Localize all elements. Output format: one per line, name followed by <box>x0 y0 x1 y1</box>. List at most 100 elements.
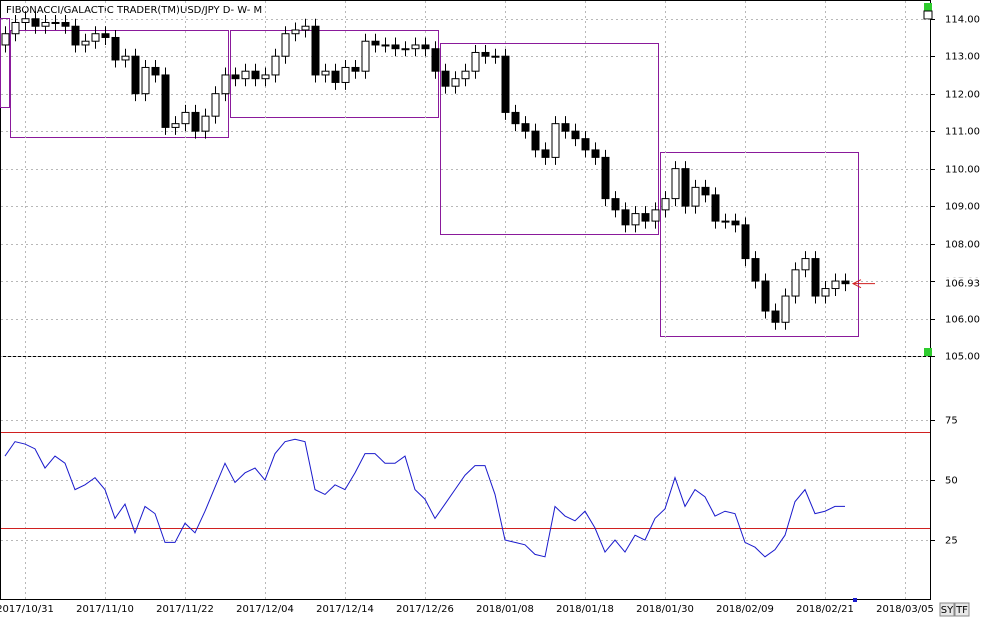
last-price-bg <box>937 277 987 290</box>
candle-body <box>491 55 500 58</box>
button[interactable] <box>939 602 955 617</box>
candle-body <box>181 111 190 125</box>
x-tick-label: 2017/12/04 <box>236 604 294 615</box>
y-tick-label: 106.00 <box>945 315 980 326</box>
candle-body <box>1 33 10 46</box>
x-tick-label: 2018/03/05 <box>876 604 934 615</box>
candle-body <box>71 25 80 46</box>
candle-body <box>241 70 250 80</box>
candle-body <box>201 115 210 132</box>
candle-body <box>351 66 360 72</box>
candle-body <box>41 21 50 27</box>
x-tick-label: 2017/11/22 <box>156 604 214 615</box>
y-tick-label: 75 <box>945 416 958 427</box>
button-label[interactable]: SY <box>941 605 954 616</box>
candle-body <box>381 44 390 47</box>
x-tick-label: 2018/02/09 <box>716 604 774 615</box>
marker <box>853 598 857 602</box>
y-tick-label: 110.00 <box>945 165 980 176</box>
fib-box <box>660 152 859 337</box>
candle-body <box>81 40 90 46</box>
candle-body <box>561 123 570 132</box>
candle-body <box>271 55 280 76</box>
button-label[interactable]: TF <box>955 605 968 616</box>
marker <box>923 10 933 20</box>
candle-body <box>821 288 830 297</box>
candle-body <box>571 130 580 140</box>
y-tick-label: 50 <box>945 476 958 487</box>
candle-body <box>101 33 110 38</box>
candle-body <box>781 295 790 323</box>
candle-body <box>391 44 400 50</box>
x-tick-label: 2018/02/21 <box>796 604 854 615</box>
candle-body <box>471 51 480 72</box>
candle-body <box>701 186 710 196</box>
candle-body <box>211 93 220 117</box>
candle-body <box>121 55 130 61</box>
candle-body <box>371 40 380 46</box>
marker <box>924 3 932 11</box>
candle-body <box>671 168 680 200</box>
candle-body <box>551 123 560 158</box>
candle-body <box>341 66 350 83</box>
candle-body <box>631 213 640 226</box>
candle-body <box>621 209 630 226</box>
candle-body <box>461 70 470 80</box>
candle-body <box>111 36 120 61</box>
candle-body <box>31 18 40 27</box>
y-tick-label: 112.00 <box>945 90 980 101</box>
candle-body <box>291 29 300 35</box>
button[interactable] <box>954 602 970 617</box>
candle-body <box>591 149 600 158</box>
candle-body <box>91 33 100 42</box>
chart-subtitle: USD/JPY D- W- M <box>180 5 262 16</box>
candle-body <box>601 156 610 200</box>
last-price-arrow <box>851 279 875 289</box>
candle-body <box>751 258 760 282</box>
candle-body <box>771 310 780 323</box>
candle-body <box>131 55 140 95</box>
x-tick-label: 2018/01/18 <box>556 604 614 615</box>
candle-body <box>421 44 430 50</box>
candle-body <box>541 149 550 158</box>
candle-body <box>51 21 60 24</box>
candle-body <box>531 130 540 151</box>
y-tick-label: 113.00 <box>945 52 980 63</box>
toolbar: SY TF <box>939 602 970 617</box>
candle-body <box>581 138 590 151</box>
candle-body <box>301 25 310 31</box>
candle-body <box>791 269 800 297</box>
candle-body <box>411 44 420 50</box>
y-tick-label: 25 <box>945 536 958 547</box>
candle-body <box>231 74 240 80</box>
candle-body <box>801 258 810 271</box>
candle-body <box>251 70 260 80</box>
candle-body <box>221 74 230 95</box>
candle-body <box>361 40 370 72</box>
candle-body <box>741 224 750 260</box>
candle-body <box>731 220 740 226</box>
candle-body <box>481 51 490 57</box>
candle-body <box>651 209 660 222</box>
candle-body <box>641 213 650 222</box>
candle-body <box>151 66 160 76</box>
candle-body <box>521 123 530 132</box>
candle-body <box>511 111 520 125</box>
candle-body <box>691 186 700 207</box>
candle-body <box>681 168 690 207</box>
candle-body <box>21 18 30 23</box>
candle-body <box>331 70 340 83</box>
candle-body <box>61 21 70 27</box>
candle-body <box>761 280 770 312</box>
fib-box <box>0 18 10 108</box>
candle-body <box>401 48 410 51</box>
fib-box <box>440 43 659 235</box>
candle-body <box>431 48 440 72</box>
candle-body <box>281 33 290 57</box>
oscillator-line <box>4 438 845 558</box>
candle-body <box>661 198 670 211</box>
x-tick-label: 2017/12/26 <box>396 604 454 615</box>
candle-body <box>171 123 180 128</box>
candle-body <box>261 74 270 80</box>
